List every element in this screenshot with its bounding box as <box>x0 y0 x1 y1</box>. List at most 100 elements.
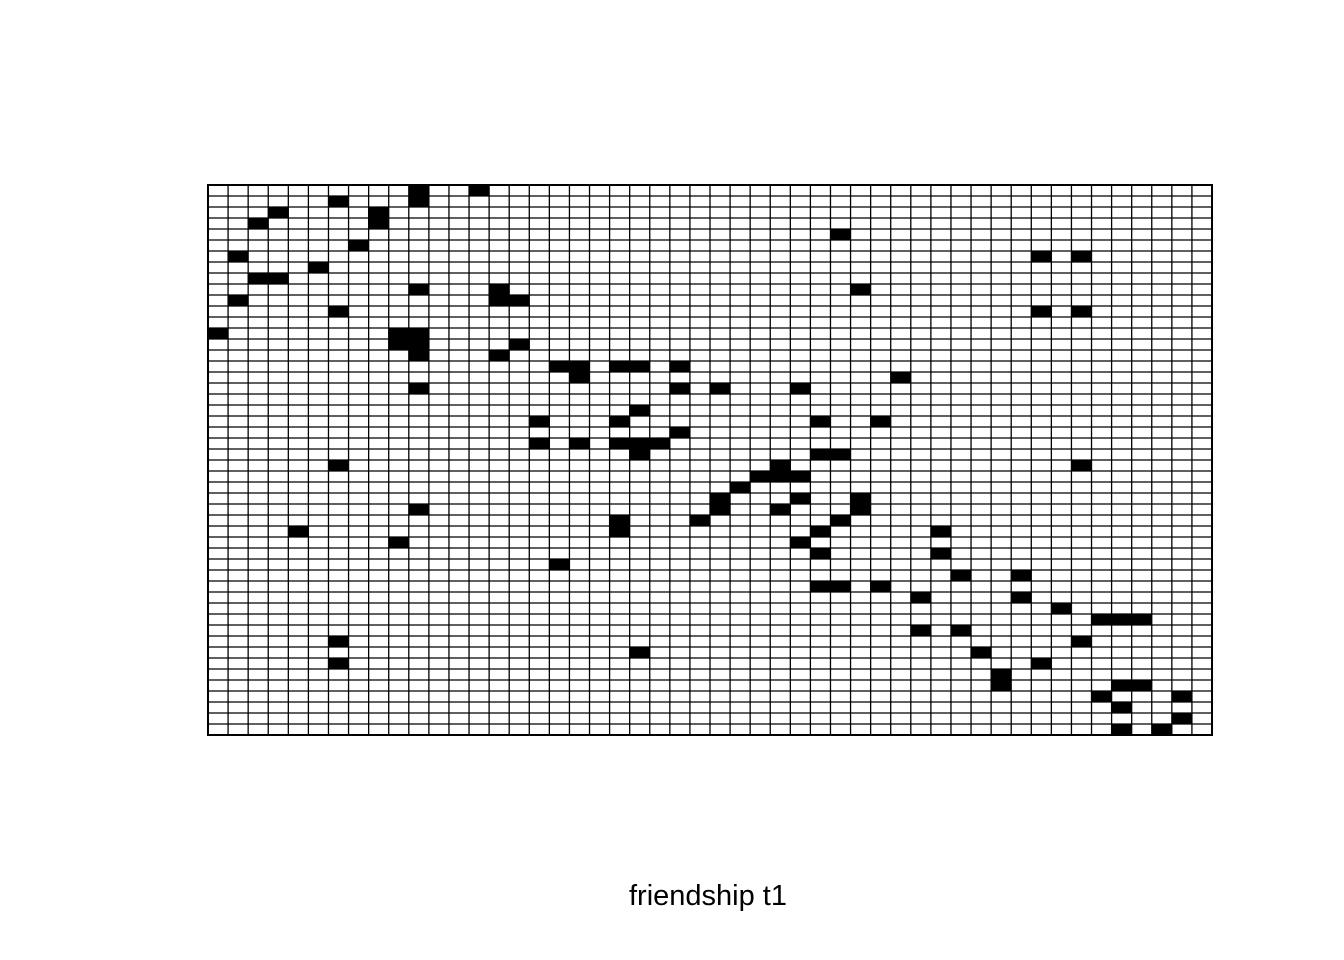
heatmap-cell-r39-c46 <box>1132 614 1152 625</box>
heatmap-cell-r7-c5 <box>308 262 328 273</box>
heatmap-cell-r31-c36 <box>931 526 951 537</box>
heatmap-cell-r11-c43 <box>1071 306 1091 317</box>
heatmap-cell-r46-c48 <box>1172 691 1192 702</box>
heatmap-cell-r10-c1 <box>228 295 248 306</box>
heatmap-cell-r39-c44 <box>1092 614 1112 625</box>
heatmap-cell-r30-c20 <box>610 515 630 526</box>
heatmap-cell-r42-c21 <box>630 647 650 658</box>
heatmap-cell-r1-c6 <box>328 196 348 207</box>
heatmap-cell-r49-c45 <box>1112 724 1132 735</box>
heatmap-cell-r18-c25 <box>710 383 730 394</box>
heatmap-cell-r18-c29 <box>790 383 810 394</box>
heatmap-cell-r21-c33 <box>871 416 891 427</box>
heatmap-cell-r25-c6 <box>328 460 348 471</box>
heatmap-cell-r37-c40 <box>1011 592 1031 603</box>
heatmap-cell-r30-c31 <box>830 515 850 526</box>
heatmap-cell-r28-c25 <box>710 493 730 504</box>
heatmap-cell-r45-c45 <box>1112 680 1132 691</box>
heatmap-cell-r33-c30 <box>810 548 830 559</box>
heatmap-cell-r36-c31 <box>830 581 850 592</box>
heatmap-cell-r23-c16 <box>529 438 549 449</box>
heatmap-cell-r45-c39 <box>991 680 1011 691</box>
heatmap-cell-r11-c6 <box>328 306 348 317</box>
heatmap-cell-r42-c38 <box>971 647 991 658</box>
heatmap-cell-r36-c33 <box>871 581 891 592</box>
heatmap-cell-r31-c20 <box>610 526 630 537</box>
heatmap-cell-r17-c18 <box>569 372 589 383</box>
heatmap-cell-r2-c3 <box>268 207 288 218</box>
heatmap-cell-r21-c30 <box>810 416 830 427</box>
heatmap-cell-r43-c41 <box>1031 658 1051 669</box>
heatmap-cell-r28-c32 <box>851 493 871 504</box>
heatmap-cell-r23-c18 <box>569 438 589 449</box>
heatmap-cell-r24-c31 <box>830 449 850 460</box>
heatmap-cell-r39-c45 <box>1112 614 1132 625</box>
heatmap-cell-r43-c6 <box>328 658 348 669</box>
heatmap-cell-r17-c34 <box>891 372 911 383</box>
heatmap-cell-r2-c8 <box>369 207 389 218</box>
heatmap-cell-r20-c21 <box>630 405 650 416</box>
heatmap-cell-r4-c31 <box>830 229 850 240</box>
heatmap-cell-r3-c2 <box>248 218 268 229</box>
heatmap-cell-r6-c1 <box>228 251 248 262</box>
heatmap-cell-r25-c43 <box>1071 460 1091 471</box>
heatmap-cell-r14-c10 <box>409 339 429 350</box>
heatmap-cell-r5-c7 <box>349 240 369 251</box>
heatmap-cell-r22-c23 <box>670 427 690 438</box>
heatmap-cell-r30-c24 <box>690 515 710 526</box>
heatmap-cell-r46-c44 <box>1092 691 1112 702</box>
heatmap-cell-r16-c20 <box>610 361 630 372</box>
heatmap-cell-r10-c14 <box>489 295 509 306</box>
heatmap-cell-r6-c43 <box>1071 251 1091 262</box>
heatmap-cell-r47-c45 <box>1112 702 1132 713</box>
heatmap-cell-r1-c10 <box>409 196 429 207</box>
heatmap-cell-r23-c20 <box>610 438 630 449</box>
heatmap-cell-r16-c21 <box>630 361 650 372</box>
heatmap-cell-r18-c23 <box>670 383 690 394</box>
heatmap-cell-r35-c37 <box>951 570 971 581</box>
heatmap-cell-r3-c8 <box>369 218 389 229</box>
heatmap-cell-r0-c10 <box>409 185 429 196</box>
heatmap-cell-r13-c0 <box>208 328 228 339</box>
heatmap-cell-r11-c41 <box>1031 306 1051 317</box>
heatmap-cell-r16-c17 <box>549 361 569 372</box>
heatmap-cell-r6-c41 <box>1031 251 1051 262</box>
heatmap-cell-r41-c6 <box>328 636 348 647</box>
heatmap-cell-r33-c36 <box>931 548 951 559</box>
heatmap-cell-r14-c15 <box>509 339 529 350</box>
heatmap-cell-r8-c2 <box>248 273 268 284</box>
heatmap-cell-r44-c39 <box>991 669 1011 680</box>
heatmap-cell-r0-c13 <box>469 185 489 196</box>
heatmap-cell-r23-c21 <box>630 438 650 449</box>
heatmap-cell-r15-c10 <box>409 350 429 361</box>
heatmap-cell-r14-c9 <box>389 339 409 350</box>
heatmap-cell-r23-c22 <box>650 438 670 449</box>
heatmap-cell-r48-c48 <box>1172 713 1192 724</box>
heatmap-cell-r16-c18 <box>569 361 589 372</box>
heatmap-cell-r29-c25 <box>710 504 730 515</box>
heatmap-cell-r9-c10 <box>409 284 429 295</box>
grid-lines <box>208 185 1212 735</box>
heatmap-cell-r24-c30 <box>810 449 830 460</box>
heatmap-cell-r16-c23 <box>670 361 690 372</box>
heatmap-cell-r38-c42 <box>1051 603 1071 614</box>
heatmap-cell-r40-c37 <box>951 625 971 636</box>
heatmap-cell-r27-c26 <box>730 482 750 493</box>
heatmap-cell-r41-c43 <box>1071 636 1091 647</box>
heatmap-cell-r29-c32 <box>851 504 871 515</box>
heatmap-cell-r21-c20 <box>610 416 630 427</box>
heatmap-cell-r29-c28 <box>770 504 790 515</box>
heatmap-cell-r37-c35 <box>911 592 931 603</box>
heatmap-cell-r29-c10 <box>409 504 429 515</box>
heatmap-cell-r9-c14 <box>489 284 509 295</box>
heatmap-cell-r25-c28 <box>770 460 790 471</box>
heatmap-cell-r8-c3 <box>268 273 288 284</box>
x-axis-label: friendship t1 <box>0 880 1344 913</box>
heatmap-cell-r49-c47 <box>1152 724 1172 735</box>
heatmap-cell-r9-c32 <box>851 284 871 295</box>
heatmap-cell-r32-c29 <box>790 537 810 548</box>
heatmap-cell-r26-c29 <box>790 471 810 482</box>
heatmap-cell-r13-c10 <box>409 328 429 339</box>
heatmap-cell-r26-c27 <box>750 471 770 482</box>
